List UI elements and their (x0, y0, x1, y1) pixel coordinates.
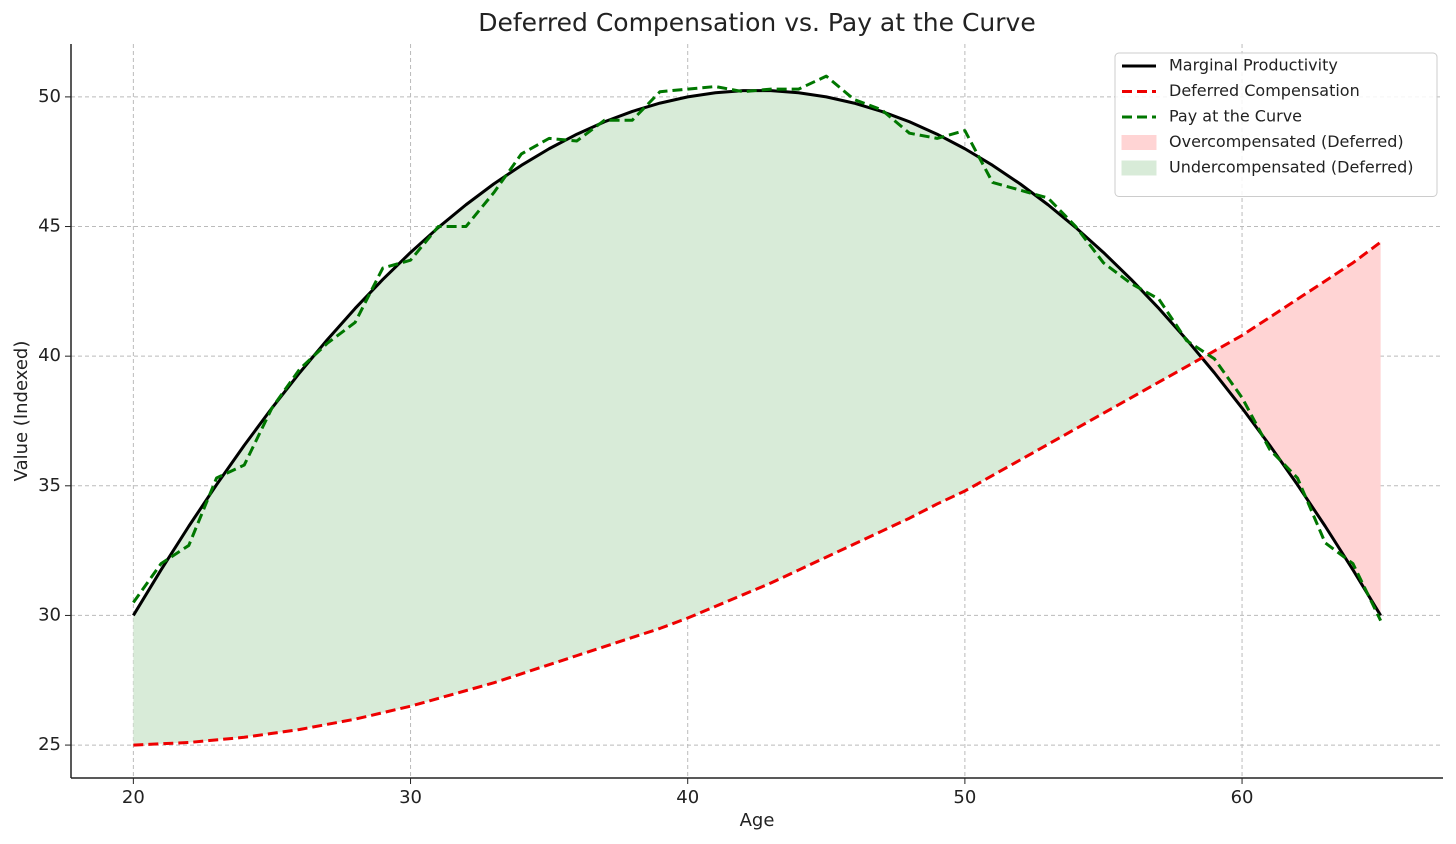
x-tick-label: 30 (399, 787, 422, 808)
x-axis-label: Age (740, 810, 775, 831)
x-tick-label: 20 (122, 787, 145, 808)
y-tick-label: 25 (38, 734, 61, 755)
y-tick-label: 30 (38, 604, 61, 625)
legend-label: Overcompensated (Deferred) (1169, 132, 1404, 151)
y-tick-label: 40 (38, 345, 61, 366)
line (132, 74, 1382, 622)
y-axis-label: Value (Indexed) (11, 341, 32, 482)
x-tick-label: 50 (953, 787, 976, 808)
line (132, 89, 1382, 617)
y-tick-label: 35 (38, 475, 61, 496)
legend-label: Deferred Compensation (1169, 81, 1360, 100)
legend-label: Pay at the Curve (1169, 107, 1302, 126)
fill-area (133, 90, 1202, 746)
legend-box (1114, 52, 1438, 197)
y-tick-label: 45 (38, 216, 61, 237)
fill-area (1201, 242, 1381, 616)
x-tick-label: 60 (1231, 787, 1254, 808)
legend-label: Undercompensated (Deferred) (1169, 158, 1414, 177)
line (133, 240, 1382, 747)
legend-label: Marginal Productivity (1169, 56, 1338, 75)
legend: Marginal Productivity Deferred Compensati… (1114, 52, 1438, 197)
x-tick-label: 40 (676, 787, 699, 808)
y-tick-label: 50 (38, 86, 61, 107)
legend-swatch (1121, 160, 1157, 176)
legend-swatch (1121, 135, 1157, 150)
chart-title: Deferred Compensation vs. Pay at the Cur… (478, 8, 1035, 37)
